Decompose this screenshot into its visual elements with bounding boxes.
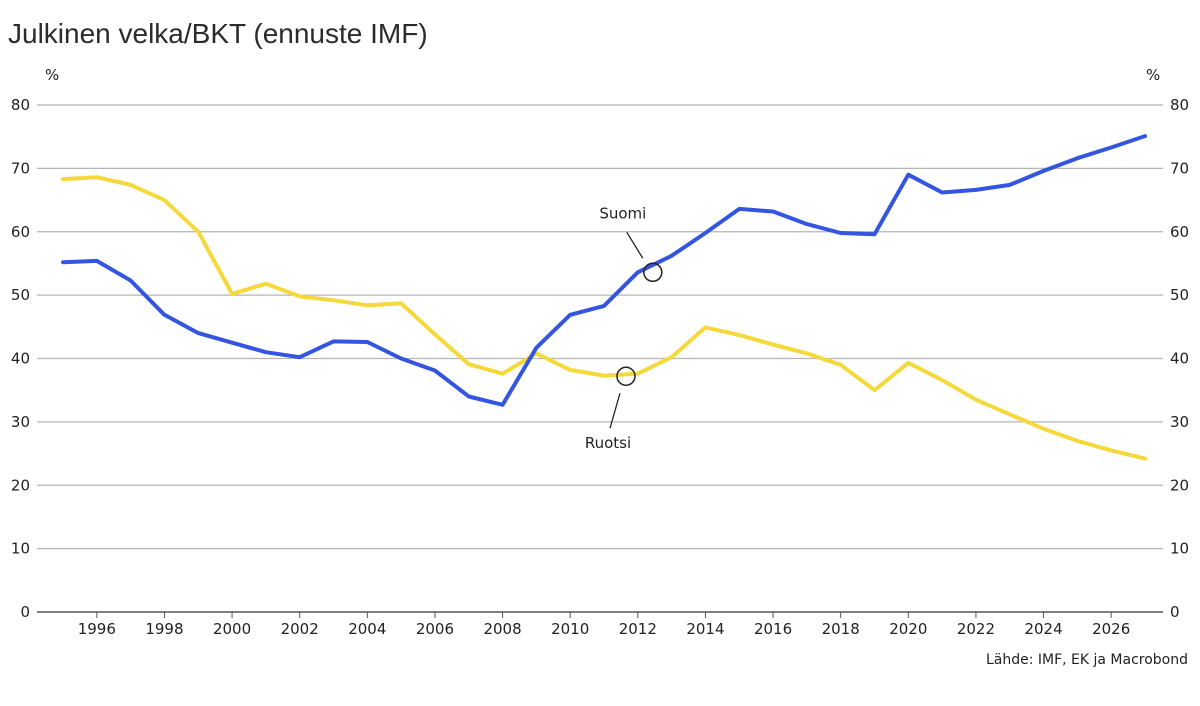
- y-tick-label-left: 50: [11, 286, 30, 304]
- x-tick-label: 2022: [957, 620, 995, 638]
- x-tick-label: 2020: [889, 620, 927, 638]
- x-tick-label: 2016: [754, 620, 792, 638]
- source-note: Lähde: IMF, EK ja Macrobond: [985, 652, 1188, 668]
- y-tick-label-left: 70: [11, 159, 30, 177]
- y-tick-label-right: 10: [1170, 540, 1189, 558]
- series-line-suomi: [61, 134, 1147, 407]
- y-tick-label-left: 40: [11, 350, 30, 368]
- series-lines: [61, 134, 1147, 461]
- annotations: Suomi Ruotsi: [585, 204, 663, 452]
- chart-title: Julkinen velka/BKT (ennuste IMF): [8, 18, 428, 49]
- y-tick-label-right: 60: [1170, 223, 1189, 241]
- y-tick-label-right: 40: [1170, 350, 1189, 368]
- annotation-leader: [626, 231, 644, 259]
- y-tick-label-right: 70: [1170, 159, 1189, 177]
- x-tick-label: 2012: [619, 620, 657, 638]
- y-tick-label-left: 0: [20, 603, 30, 621]
- y-tick-label-right: 30: [1170, 413, 1189, 431]
- x-tick-label: 2006: [416, 620, 454, 638]
- x-tick-label: 1996: [78, 620, 116, 638]
- y-tick-label-left: 80: [11, 96, 30, 114]
- annotation-marker: [643, 262, 663, 283]
- series-line-ruotsi: [61, 175, 1147, 461]
- annotation-label: Suomi: [599, 204, 646, 222]
- y-tick-label-right: 50: [1170, 286, 1189, 304]
- x-tick-label: 2002: [281, 620, 319, 638]
- annotation-marker: [616, 366, 636, 386]
- x-axis: 1996 1998 2000 2002 2004 2006 2008 2010 2012 2014…: [78, 612, 1130, 638]
- y-axis-unit-right: %: [1146, 66, 1161, 84]
- y-tick-label-right: 0: [1170, 603, 1180, 621]
- y-axis-left: 0 10 20 30 40 50 60 70 80: [11, 96, 30, 621]
- x-tick-label: 2024: [1024, 620, 1062, 638]
- y-axis-right: 0 10 20 30 40 50 60 70 80: [1170, 96, 1189, 621]
- y-tick-label-right: 80: [1170, 96, 1189, 114]
- x-tick-label: 2018: [822, 620, 860, 638]
- x-tick-label: 2000: [213, 620, 251, 638]
- y-tick-label-left: 20: [11, 476, 30, 494]
- grid-lines: [37, 104, 1163, 613]
- y-tick-label-left: 60: [11, 223, 30, 241]
- y-axis-unit-left: %: [45, 66, 60, 84]
- y-tick-label-left: 30: [11, 413, 30, 431]
- x-tick-label: 2026: [1092, 620, 1130, 638]
- x-tick-label: 2004: [348, 620, 386, 638]
- annotation-label: Ruotsi: [585, 434, 631, 452]
- annotation-leader: [609, 393, 621, 429]
- x-tick-label: 1998: [145, 620, 183, 638]
- x-tick-label: 2010: [551, 620, 589, 638]
- y-tick-label-right: 20: [1170, 476, 1189, 494]
- x-tick-label: 2008: [483, 620, 521, 638]
- x-tick-label: 2014: [686, 620, 724, 638]
- y-tick-label-left: 10: [11, 540, 30, 558]
